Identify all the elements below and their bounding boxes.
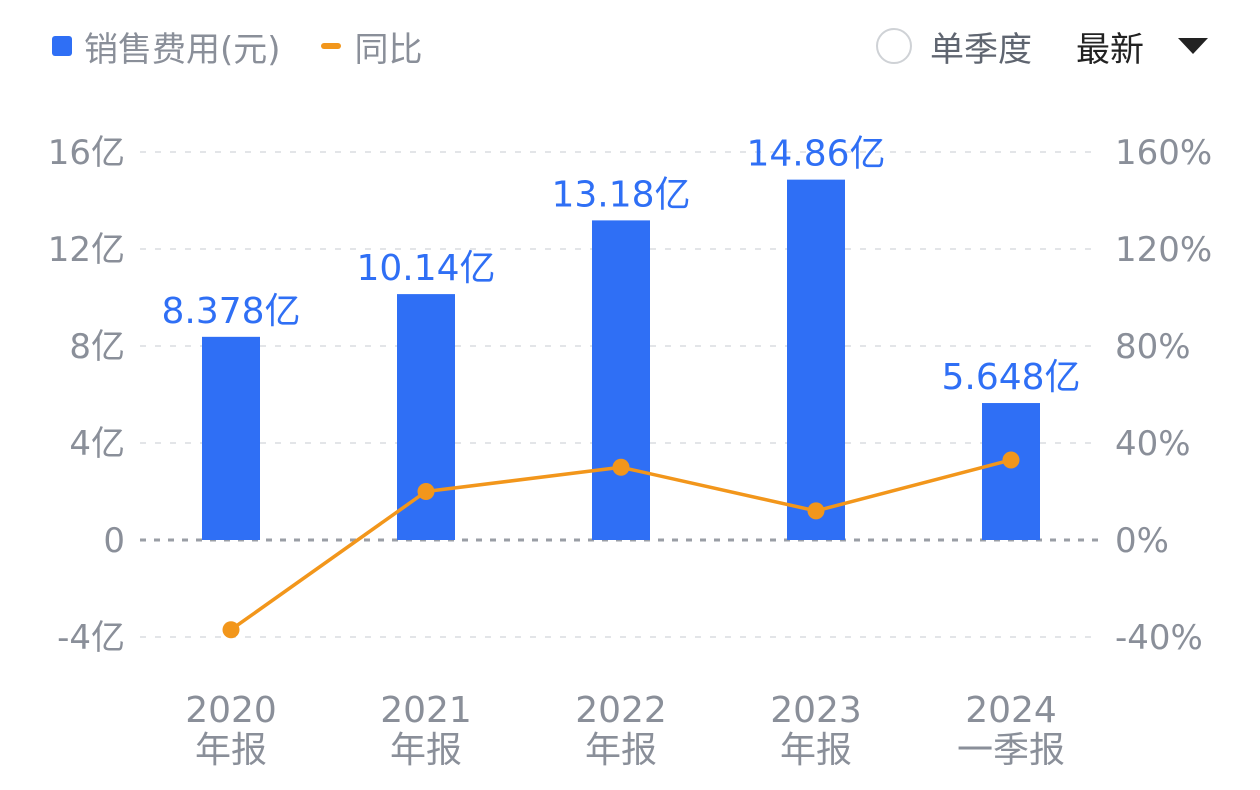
bar bbox=[787, 179, 845, 540]
bar-value-label: 8.378亿 bbox=[161, 291, 300, 332]
yoy-point bbox=[807, 502, 825, 520]
x-axis-category-year: 2023 bbox=[770, 690, 862, 731]
legend-label-sales-expense: 销售费用(元) bbox=[84, 29, 281, 70]
bar-value-label: 5.648亿 bbox=[941, 357, 1080, 398]
yoy-point bbox=[417, 483, 435, 500]
x-axis-category-year: 2020 bbox=[185, 690, 277, 731]
bar bbox=[397, 294, 455, 540]
x-axis-category-year: 2021 bbox=[380, 690, 472, 731]
x-axis-category-year: 2024 bbox=[965, 690, 1057, 731]
bar bbox=[202, 336, 260, 540]
x-axis-category-year: 2022 bbox=[575, 690, 667, 731]
legend-item-sales-expense[interactable]: 销售费用(元) bbox=[52, 22, 281, 71]
left-axis-tick-label: -4亿 bbox=[57, 618, 125, 658]
quarter-radio-button[interactable] bbox=[876, 28, 912, 64]
left-axis-tick-label: 4亿 bbox=[69, 424, 125, 464]
period-select[interactable]: 最新 bbox=[1076, 22, 1208, 71]
bar-value-label: 13.18亿 bbox=[551, 174, 690, 215]
yoy-point bbox=[612, 458, 630, 476]
bar bbox=[592, 220, 650, 540]
yoy-point bbox=[1002, 451, 1020, 469]
right-axis-tick-label: -40% bbox=[1115, 618, 1203, 658]
bar bbox=[982, 403, 1040, 540]
line-swatch-icon bbox=[320, 43, 341, 49]
left-axis-tick-label: 12亿 bbox=[48, 230, 125, 270]
chart-controls: 单季度 最新 bbox=[876, 18, 1208, 74]
bar-swatch-icon bbox=[52, 36, 72, 56]
x-axis-category-period: 一季报 bbox=[957, 730, 1065, 771]
left-axis-tick-label: 0 bbox=[103, 521, 125, 561]
right-axis-tick-label: 160% bbox=[1115, 133, 1212, 173]
quarter-toggle-label[interactable]: 单季度 bbox=[930, 29, 1032, 70]
x-axis-category-period: 年报 bbox=[195, 730, 267, 771]
bar-value-label: 10.14亿 bbox=[356, 248, 495, 289]
caret-down-icon bbox=[1178, 38, 1208, 54]
bar-value-label: 14.86亿 bbox=[746, 134, 885, 175]
right-axis-tick-label: 40% bbox=[1115, 424, 1191, 464]
left-axis-tick-label: 16亿 bbox=[48, 133, 125, 173]
right-axis-tick-label: 120% bbox=[1115, 230, 1212, 270]
period-select-value: 最新 bbox=[1076, 29, 1144, 70]
legend-label-yoy: 同比 bbox=[354, 29, 423, 70]
right-axis-tick-label: 0% bbox=[1115, 521, 1169, 561]
x-axis-category-period: 年报 bbox=[780, 730, 852, 771]
left-axis-tick-label: 8亿 bbox=[69, 327, 125, 367]
x-axis-category-period: 年报 bbox=[390, 730, 462, 771]
yoy-point bbox=[222, 621, 240, 639]
chart-legend: 销售费用(元) 同比 bbox=[52, 18, 463, 74]
right-axis-tick-label: 80% bbox=[1115, 327, 1191, 367]
x-axis-category-period: 年报 bbox=[585, 730, 657, 771]
legend-item-yoy[interactable]: 同比 bbox=[320, 22, 423, 71]
